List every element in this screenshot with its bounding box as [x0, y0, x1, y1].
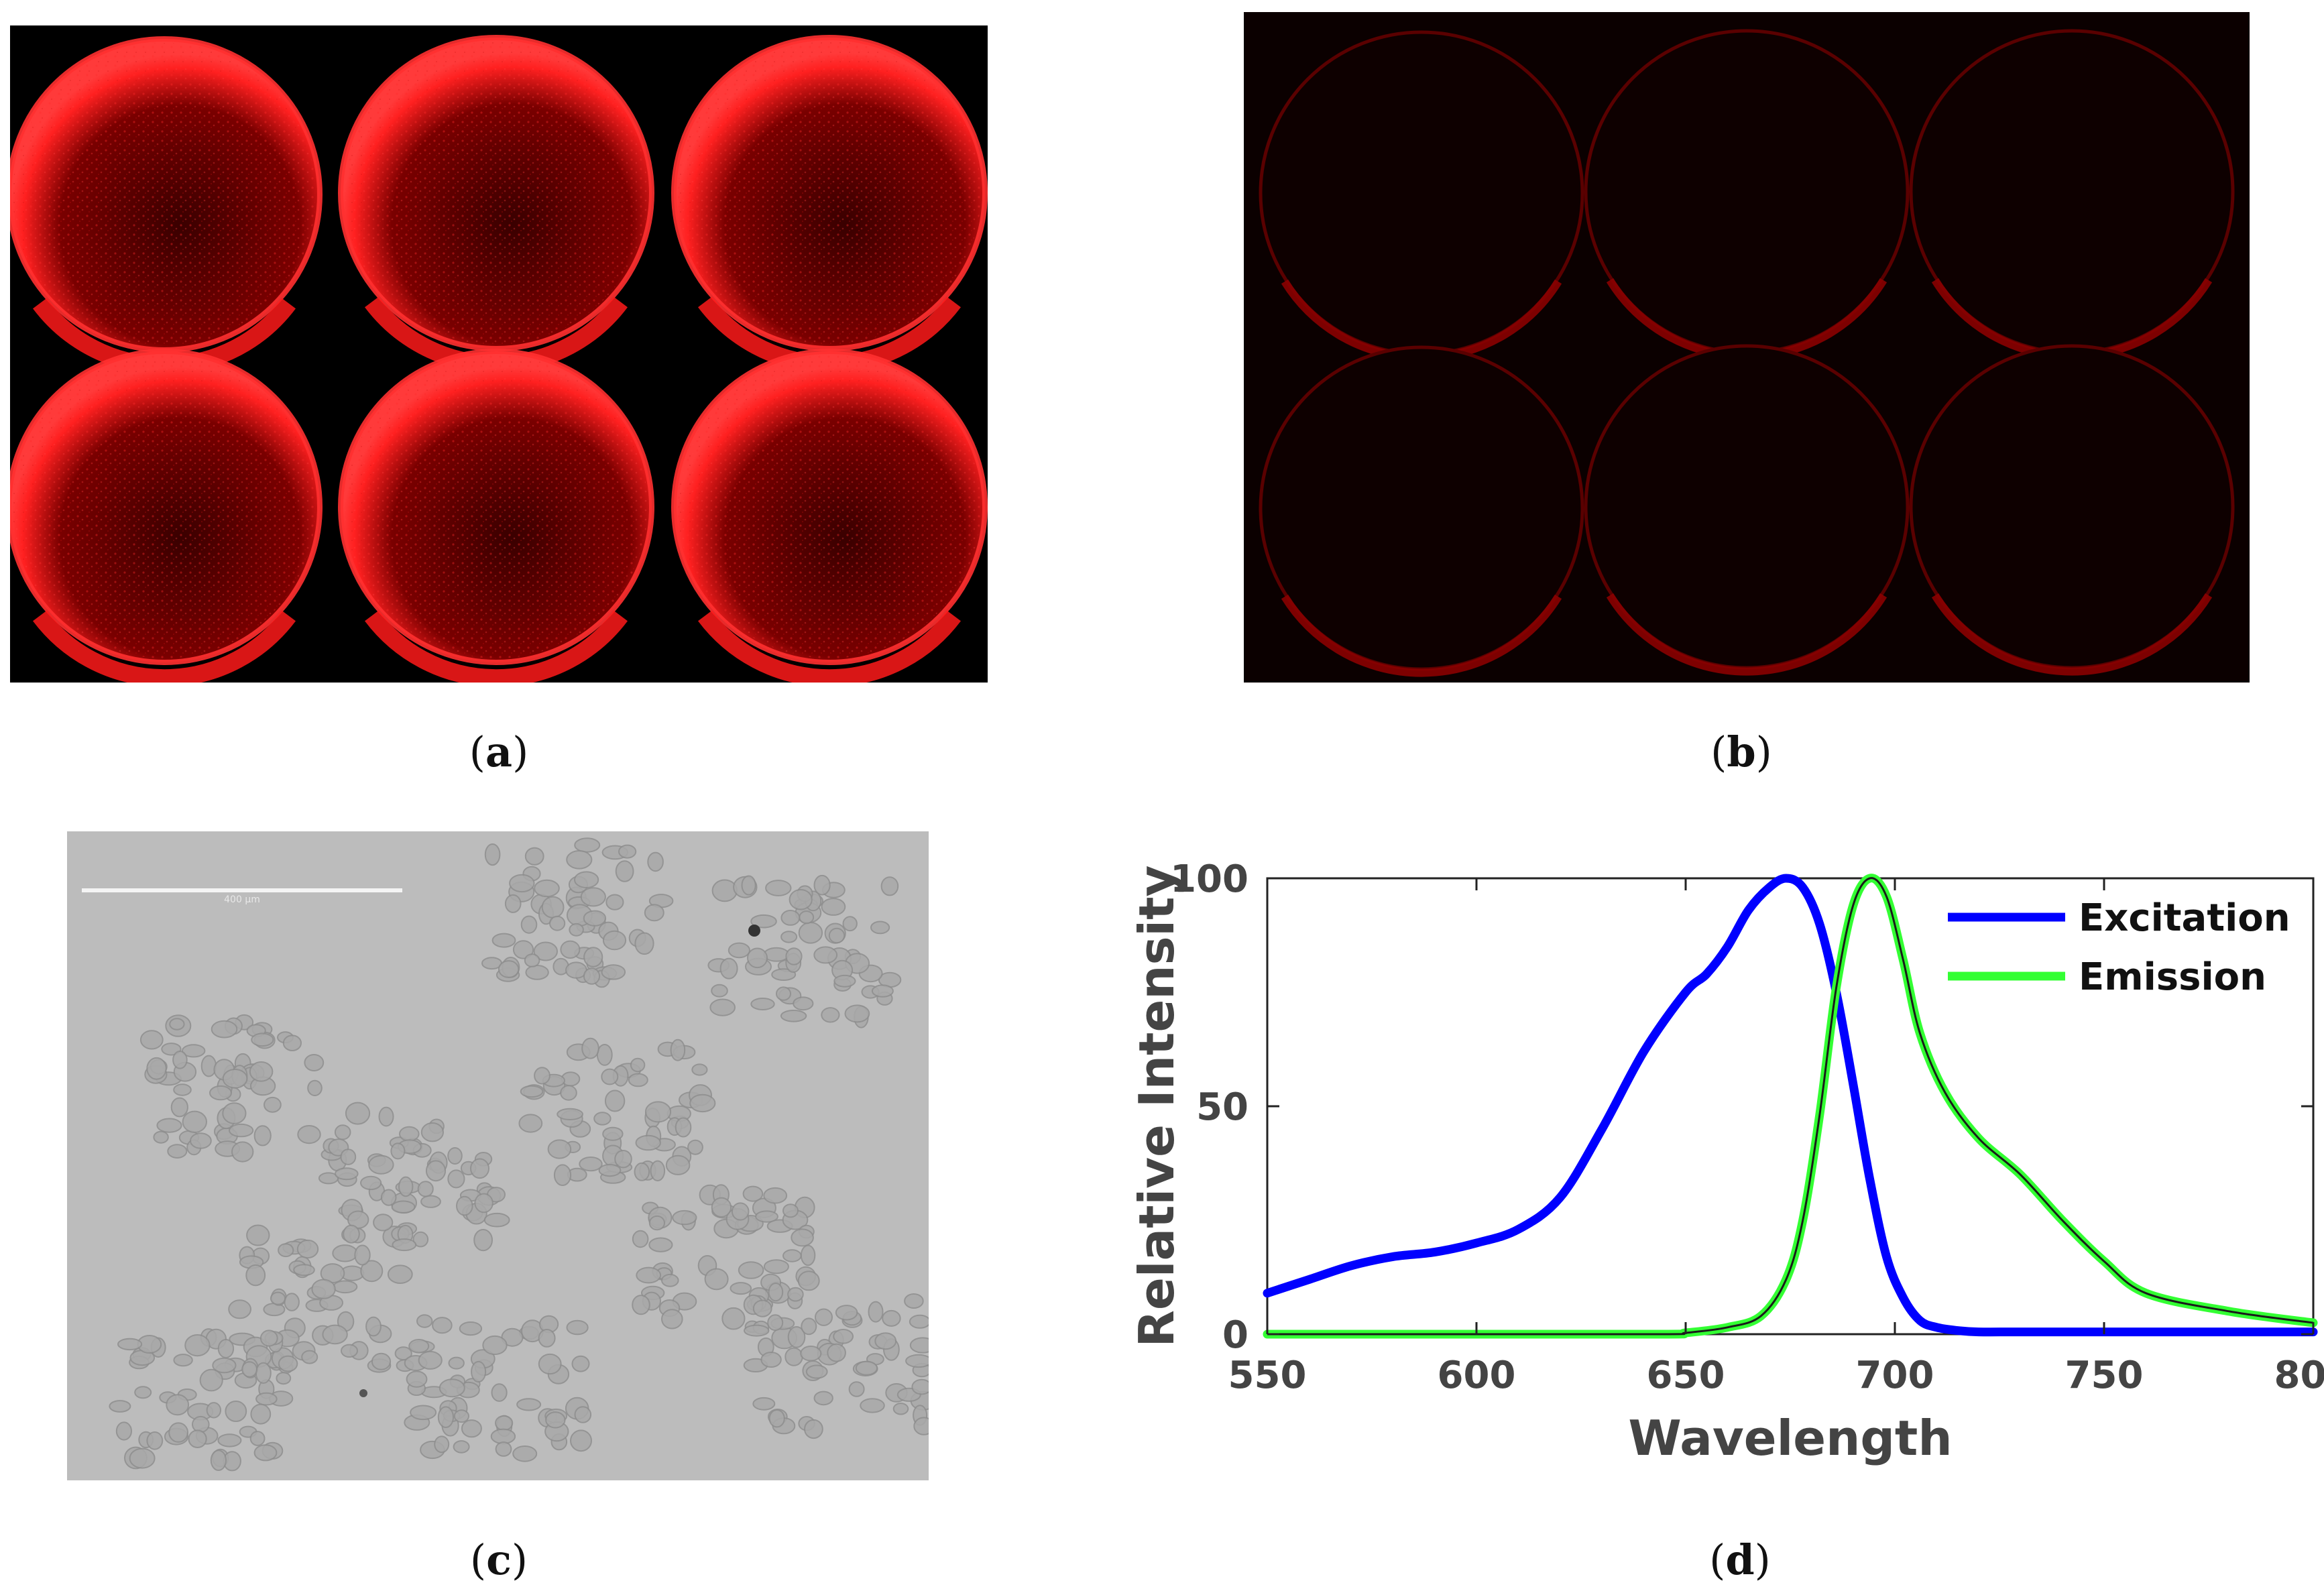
x-tick-label: 650	[1647, 1354, 1725, 1397]
well-b	[1909, 29, 2235, 361]
x-tick-label: 550	[1228, 1354, 1307, 1397]
well-a	[671, 35, 988, 373]
legend: Excitation Emission	[1948, 896, 2290, 999]
caption-b: (b)	[1710, 727, 1772, 776]
caption-d: (d)	[1709, 1535, 1771, 1584]
well-plate-bright	[10, 25, 988, 683]
well-b	[1584, 344, 1910, 676]
cell-micrograph: 400 µm	[67, 831, 929, 1480]
x-tick-label: 800	[2274, 1354, 2324, 1397]
panel-a-image	[10, 25, 988, 683]
spectrum-chart: 550 600 650 700 750 800 0 50 100 Wavelength Rela…	[1128, 858, 2324, 1466]
panel-d-chart: 550 600 650 700 750 800 0 50 100 Wavelength Rela…	[1073, 831, 2324, 1502]
scale-bar-label: 400 µm	[224, 894, 260, 905]
y-tick-label: 50	[1196, 1085, 1248, 1129]
x-axis-label: Wavelength	[1628, 1410, 1952, 1466]
well-b	[1584, 29, 1910, 361]
caption-a: (a)	[469, 727, 529, 776]
emission-series-line	[1263, 874, 2318, 1339]
panel-b-image	[1244, 12, 2250, 683]
emission-legend-label: Emission	[2079, 955, 2266, 999]
well-a	[338, 349, 654, 683]
well-b	[1259, 345, 1584, 677]
emission-fit-line	[1267, 877, 2314, 1336]
x-tick-label: 600	[1438, 1354, 1516, 1397]
well-b	[1909, 344, 2235, 676]
well-plate-dim	[1244, 12, 2250, 683]
y-axis-label: Relative Intensity	[1128, 866, 1185, 1348]
caption-c: (c)	[469, 1535, 528, 1584]
y-tick-label: 100	[1170, 858, 1248, 901]
excitation-series-line	[1263, 874, 2318, 1337]
well-a	[338, 35, 654, 373]
excitation-legend-label: Excitation	[2079, 896, 2290, 940]
x-tick-label: 750	[2065, 1354, 2144, 1397]
well-a	[671, 349, 988, 683]
x-tick-label: 700	[1856, 1354, 1934, 1397]
y-tick-label: 0	[1222, 1313, 1248, 1357]
panel-c-image: 400 µm	[67, 831, 929, 1480]
well-a	[10, 36, 323, 375]
well-b	[1259, 30, 1584, 362]
well-a	[10, 349, 323, 683]
